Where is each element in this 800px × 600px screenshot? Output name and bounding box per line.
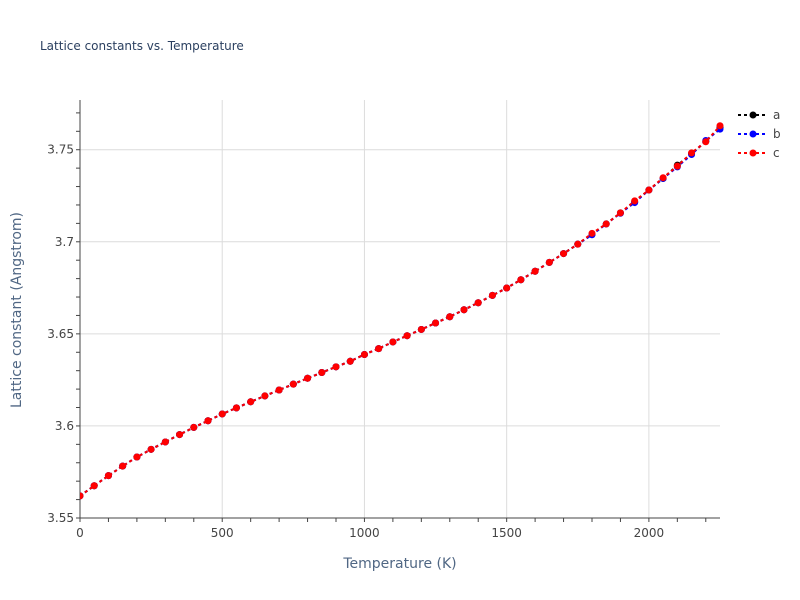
data-point-c [375,345,383,353]
data-point-c [261,392,269,400]
data-point-c [389,338,397,346]
data-point-c [545,258,553,266]
data-point-c [232,404,240,412]
legend-label: a [773,108,780,122]
data-point-c [104,472,112,480]
data-point-c [645,186,653,194]
data-point-c [119,462,127,470]
data-point-c [204,417,212,425]
data-point-c [716,122,724,130]
data-point-c [673,162,681,170]
data-point-c [360,350,368,358]
data-point-c [574,240,582,248]
legend[interactable]: abc [738,108,781,160]
y-axis-title: Lattice constant (Angstrom) [9,212,25,408]
chart-title: Lattice constants vs. Temperature [40,39,244,53]
data-point-c [80,492,84,500]
data-point-c [190,423,198,431]
data-point-c [602,220,610,228]
data-point-c [218,410,226,418]
x-tick-label: 1000 [349,526,380,540]
data-point-c [90,482,98,490]
data-point-c [702,138,710,146]
data-point-c [332,363,340,371]
data-point-c [289,380,297,388]
data-point-c [631,197,639,205]
legend-item-a[interactable]: a [738,108,780,122]
legend-marker [749,149,757,157]
data-point-c [432,319,440,327]
data-point-c [560,250,568,258]
y-tick-label: 3.6 [55,419,74,433]
data-point-c [147,445,155,453]
data-point-c [247,398,255,406]
data-point-c [446,313,454,321]
y-tick-label: 3.75 [47,143,74,157]
data-point-c [688,149,696,157]
data-point-c [460,306,468,314]
data-point-c [176,431,184,439]
x-tick-label: 1500 [491,526,522,540]
x-tick-label: 0 [76,526,84,540]
data-point-c [133,453,141,461]
legend-label: c [773,146,780,160]
data-point-c [531,267,539,275]
data-point-c [417,325,425,333]
axis-layer: 0 500 1000 1500 2000 3.55 3.6 3.65 3.7 3.75 [47,100,720,540]
legend-label: b [773,127,781,141]
legend-item-c[interactable]: c [738,146,780,160]
y-tick-label: 3.55 [47,511,74,525]
series-layer [80,122,724,500]
data-point-c [318,369,326,377]
legend-marker [749,111,757,119]
data-point-c [403,332,411,340]
y-tick-label: 3.65 [47,327,74,341]
x-axis-title: Temperature (K) [342,556,456,572]
legend-item-b[interactable]: b [738,127,781,141]
data-point-c [488,291,496,299]
x-tick-label: 2000 [634,526,665,540]
data-point-c [474,299,482,307]
data-point-c [161,438,169,446]
y-tick-label: 3.7 [55,235,74,249]
data-point-c [346,357,354,365]
data-point-c [503,284,511,292]
data-point-c [517,276,525,284]
data-point-c [616,209,624,217]
x-tick-label: 500 [211,526,234,540]
legend-marker [749,130,757,138]
data-point-c [659,174,667,182]
data-point-c [275,386,283,394]
data-point-c [588,229,596,237]
data-point-c [304,374,312,382]
